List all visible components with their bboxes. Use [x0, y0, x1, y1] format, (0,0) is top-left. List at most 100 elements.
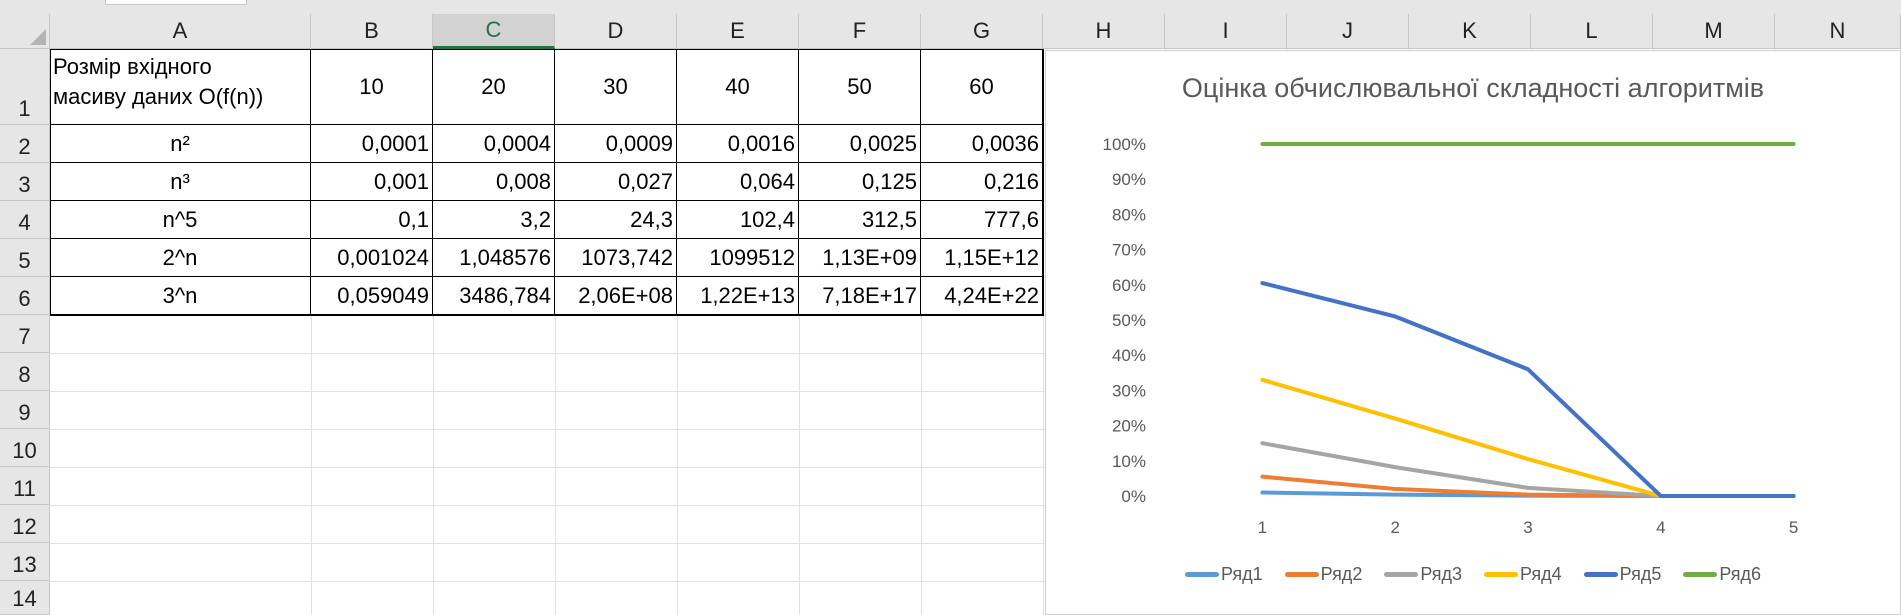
cell-row-label[interactable]: n^5: [50, 201, 311, 239]
cell-value[interactable]: 0,001024: [311, 239, 433, 277]
cell-value[interactable]: 1,048576: [433, 239, 555, 277]
column-header-m[interactable]: M: [1653, 14, 1775, 49]
column-header-h[interactable]: H: [1043, 14, 1165, 49]
row-header-3[interactable]: 3: [0, 163, 50, 201]
x-tick-label: 1: [1258, 518, 1267, 537]
cell-value[interactable]: 0,0036: [921, 125, 1043, 163]
cell-value[interactable]: 3486,784: [433, 277, 555, 315]
cell-value[interactable]: 0,0004: [433, 125, 555, 163]
gridline: [50, 467, 1901, 468]
row-header-12[interactable]: 12: [0, 505, 50, 543]
legend-swatch: [1184, 571, 1219, 577]
cell-row-label[interactable]: 3^n: [50, 277, 311, 315]
row-header-13[interactable]: 13: [0, 543, 50, 581]
y-tick-label: 80%: [1112, 205, 1146, 224]
legend-item-2[interactable]: Ряд2: [1284, 561, 1362, 587]
cell-size-2[interactable]: 20: [433, 49, 555, 125]
y-tick-label: 50%: [1112, 311, 1146, 330]
column-header-c[interactable]: C: [433, 14, 555, 49]
cell-value[interactable]: 1,13E+09: [799, 239, 921, 277]
cell-a1-line1: Розмір вхідного: [53, 54, 212, 79]
cell-value[interactable]: 102,4: [677, 201, 799, 239]
chart-plot: 0% 10% 20% 30% 40% 50% 60% 70% 80% 90% 100% 1 2 3 4 5: [1103, 135, 1799, 537]
cell-a1-line2: масиву даних O(f(n)): [53, 84, 264, 109]
series-line-3[interactable]: [1260, 441, 1796, 498]
column-header-a[interactable]: A: [50, 14, 311, 49]
cell-value[interactable]: 0,001: [311, 163, 433, 201]
gridline: [50, 429, 1901, 430]
y-tick-label: 60%: [1112, 276, 1146, 295]
gridline: [433, 49, 434, 615]
cell-a1[interactable]: Розмір вхідного масиву даних O(f(n)): [50, 49, 311, 125]
cell-value[interactable]: 1073,742: [555, 239, 677, 277]
cell-row-label[interactable]: 2^n: [50, 239, 311, 277]
series-line-5[interactable]: [1260, 281, 1796, 498]
cell-size-4[interactable]: 40: [677, 49, 799, 125]
gridline: [50, 543, 1901, 544]
row-header-4[interactable]: 4: [0, 201, 50, 239]
legend-item-3[interactable]: Ряд3: [1384, 561, 1462, 587]
legend-swatch: [1484, 571, 1518, 577]
cell-value[interactable]: 777,6: [921, 201, 1043, 239]
column-header-b[interactable]: B: [311, 14, 433, 49]
row-header-1[interactable]: 1: [0, 49, 50, 125]
x-tick-label: 2: [1390, 518, 1399, 537]
cell-value[interactable]: 3,2: [433, 201, 555, 239]
gridline: [921, 49, 922, 615]
cell-row-label[interactable]: n²: [50, 125, 311, 163]
row-header-7[interactable]: 7: [0, 315, 50, 353]
row-header-8[interactable]: 8: [0, 353, 50, 391]
cell-value[interactable]: 1,15E+12: [921, 239, 1043, 277]
row-header-2[interactable]: 2: [0, 125, 50, 163]
cell-row-label[interactable]: n³: [50, 163, 311, 201]
cell-value[interactable]: 24,3: [555, 201, 677, 239]
column-header-d[interactable]: D: [555, 14, 677, 49]
cell-size-1[interactable]: 10: [311, 49, 433, 125]
row-header-11[interactable]: 11: [0, 467, 50, 505]
cell-value[interactable]: 0,0025: [799, 125, 921, 163]
column-header-n[interactable]: N: [1775, 14, 1901, 49]
cell-value[interactable]: 1,22E+13: [677, 277, 799, 315]
column-header-e[interactable]: E: [677, 14, 799, 49]
cell-value[interactable]: 0,125: [799, 163, 921, 201]
line-chart[interactable]: Оцінка обчислювальної складності алгорит…: [1045, 50, 1901, 615]
column-header-g[interactable]: G: [921, 14, 1043, 49]
row-header-5[interactable]: 5: [0, 239, 50, 277]
row-header-14[interactable]: 14: [0, 581, 50, 615]
gridline: [50, 391, 1901, 392]
column-header-j[interactable]: J: [1287, 14, 1409, 49]
cell-value[interactable]: 312,5: [799, 201, 921, 239]
cell-value[interactable]: 0,064: [677, 163, 799, 201]
cell-value[interactable]: 7,18E+17: [799, 277, 921, 315]
cell-value[interactable]: 0,216: [921, 163, 1043, 201]
cell-value[interactable]: 0,0009: [555, 125, 677, 163]
legend-item-1[interactable]: Ряд1: [1184, 561, 1263, 587]
column-header-i[interactable]: I: [1165, 14, 1287, 49]
select-all-corner[interactable]: [0, 14, 50, 49]
cell-value[interactable]: 0,0016: [677, 125, 799, 163]
y-tick-label: 70%: [1112, 241, 1146, 260]
column-header-l[interactable]: L: [1531, 14, 1653, 49]
cell-size-5[interactable]: 50: [799, 49, 921, 125]
cell-value[interactable]: 1099512: [677, 239, 799, 277]
row-header-6[interactable]: 6: [0, 277, 50, 315]
cell-value[interactable]: 4,24E+22: [921, 277, 1043, 315]
sheet-tab[interactable]: [105, 0, 247, 5]
cell-value[interactable]: 2,06E+08: [555, 277, 677, 315]
y-tick-label: 0%: [1121, 487, 1146, 506]
series-line-4[interactable]: [1260, 377, 1796, 498]
row-header-9[interactable]: 9: [0, 391, 50, 429]
cell-value[interactable]: 0,0001: [311, 125, 433, 163]
legend-item-5[interactable]: Ряд5: [1583, 561, 1661, 587]
cell-size-6[interactable]: 60: [921, 49, 1043, 125]
cell-value[interactable]: 0,027: [555, 163, 677, 201]
cell-size-3[interactable]: 30: [555, 49, 677, 125]
row-header-10[interactable]: 10: [0, 429, 50, 467]
cell-value[interactable]: 0,1: [311, 201, 433, 239]
legend-item-4[interactable]: Ряд4: [1484, 561, 1562, 587]
column-header-k[interactable]: K: [1409, 14, 1531, 49]
cell-value[interactable]: 0,059049: [311, 277, 433, 315]
cell-value[interactable]: 0,008: [433, 163, 555, 201]
legend-item-6[interactable]: Ряд6: [1683, 561, 1761, 587]
column-header-f[interactable]: F: [799, 14, 921, 49]
